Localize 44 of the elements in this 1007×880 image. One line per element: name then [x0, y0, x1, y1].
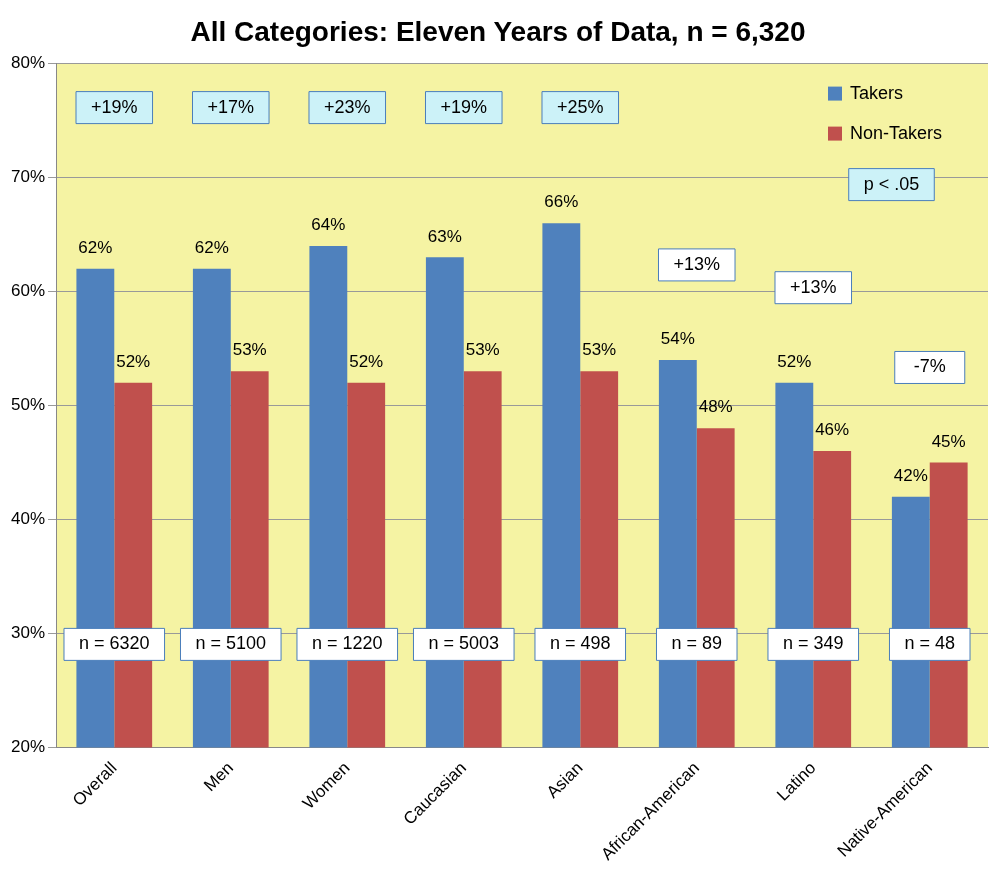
annotation: n = 5100: [195, 633, 267, 654]
data-label: 48%: [698, 397, 733, 417]
annotation: n = 1220: [311, 633, 383, 654]
annotation: +19%: [91, 96, 138, 117]
annotation: +13%: [673, 253, 721, 274]
data-label: 52%: [116, 351, 151, 371]
annotation: n = 89: [671, 633, 723, 654]
data-label: 45%: [931, 431, 966, 451]
data-label: 63%: [427, 226, 462, 246]
data-label: 53%: [465, 340, 500, 360]
data-label: 53%: [232, 340, 267, 360]
y-tick-label: 60%: [10, 281, 46, 301]
data-label: 46%: [815, 420, 850, 440]
chart-title: All Categories: Eleven Years of Data, n = 6,320: [190, 15, 806, 47]
annotation: p < .05: [863, 173, 920, 194]
data-label: 66%: [544, 192, 579, 212]
annotation: +25%: [556, 96, 604, 117]
y-tick-label: 20%: [10, 737, 46, 757]
y-tick-label: 50%: [10, 395, 46, 415]
annotation: +19%: [440, 96, 488, 117]
annotation: n = 5003: [428, 633, 500, 654]
annotation: +17%: [207, 96, 255, 117]
data-label: 52%: [349, 351, 384, 371]
y-tick-label: 30%: [10, 623, 46, 643]
annotation: +13%: [789, 276, 837, 297]
annotation: -7%: [913, 356, 946, 377]
y-tick-label: 80%: [10, 53, 46, 73]
legend-label: Takers: [850, 82, 904, 103]
data-label: 64%: [311, 215, 346, 235]
annotation: n = 349: [782, 633, 844, 654]
data-label: 52%: [777, 351, 812, 371]
annotation: n = 498: [549, 633, 611, 654]
y-tick-label: 40%: [10, 509, 46, 529]
y-tick-label: 70%: [10, 167, 46, 187]
data-label: 54%: [660, 329, 695, 349]
data-label: 53%: [582, 340, 617, 360]
x-tick-label: Men: [200, 758, 237, 796]
data-label: 62%: [194, 237, 229, 257]
annotation: n = 6320: [78, 633, 150, 654]
annotation: +23%: [323, 96, 371, 117]
annotation: n = 48: [904, 633, 956, 654]
data-label: 62%: [78, 237, 113, 257]
data-label: 42%: [893, 465, 928, 485]
legend-label: Non-Takers: [850, 122, 943, 143]
